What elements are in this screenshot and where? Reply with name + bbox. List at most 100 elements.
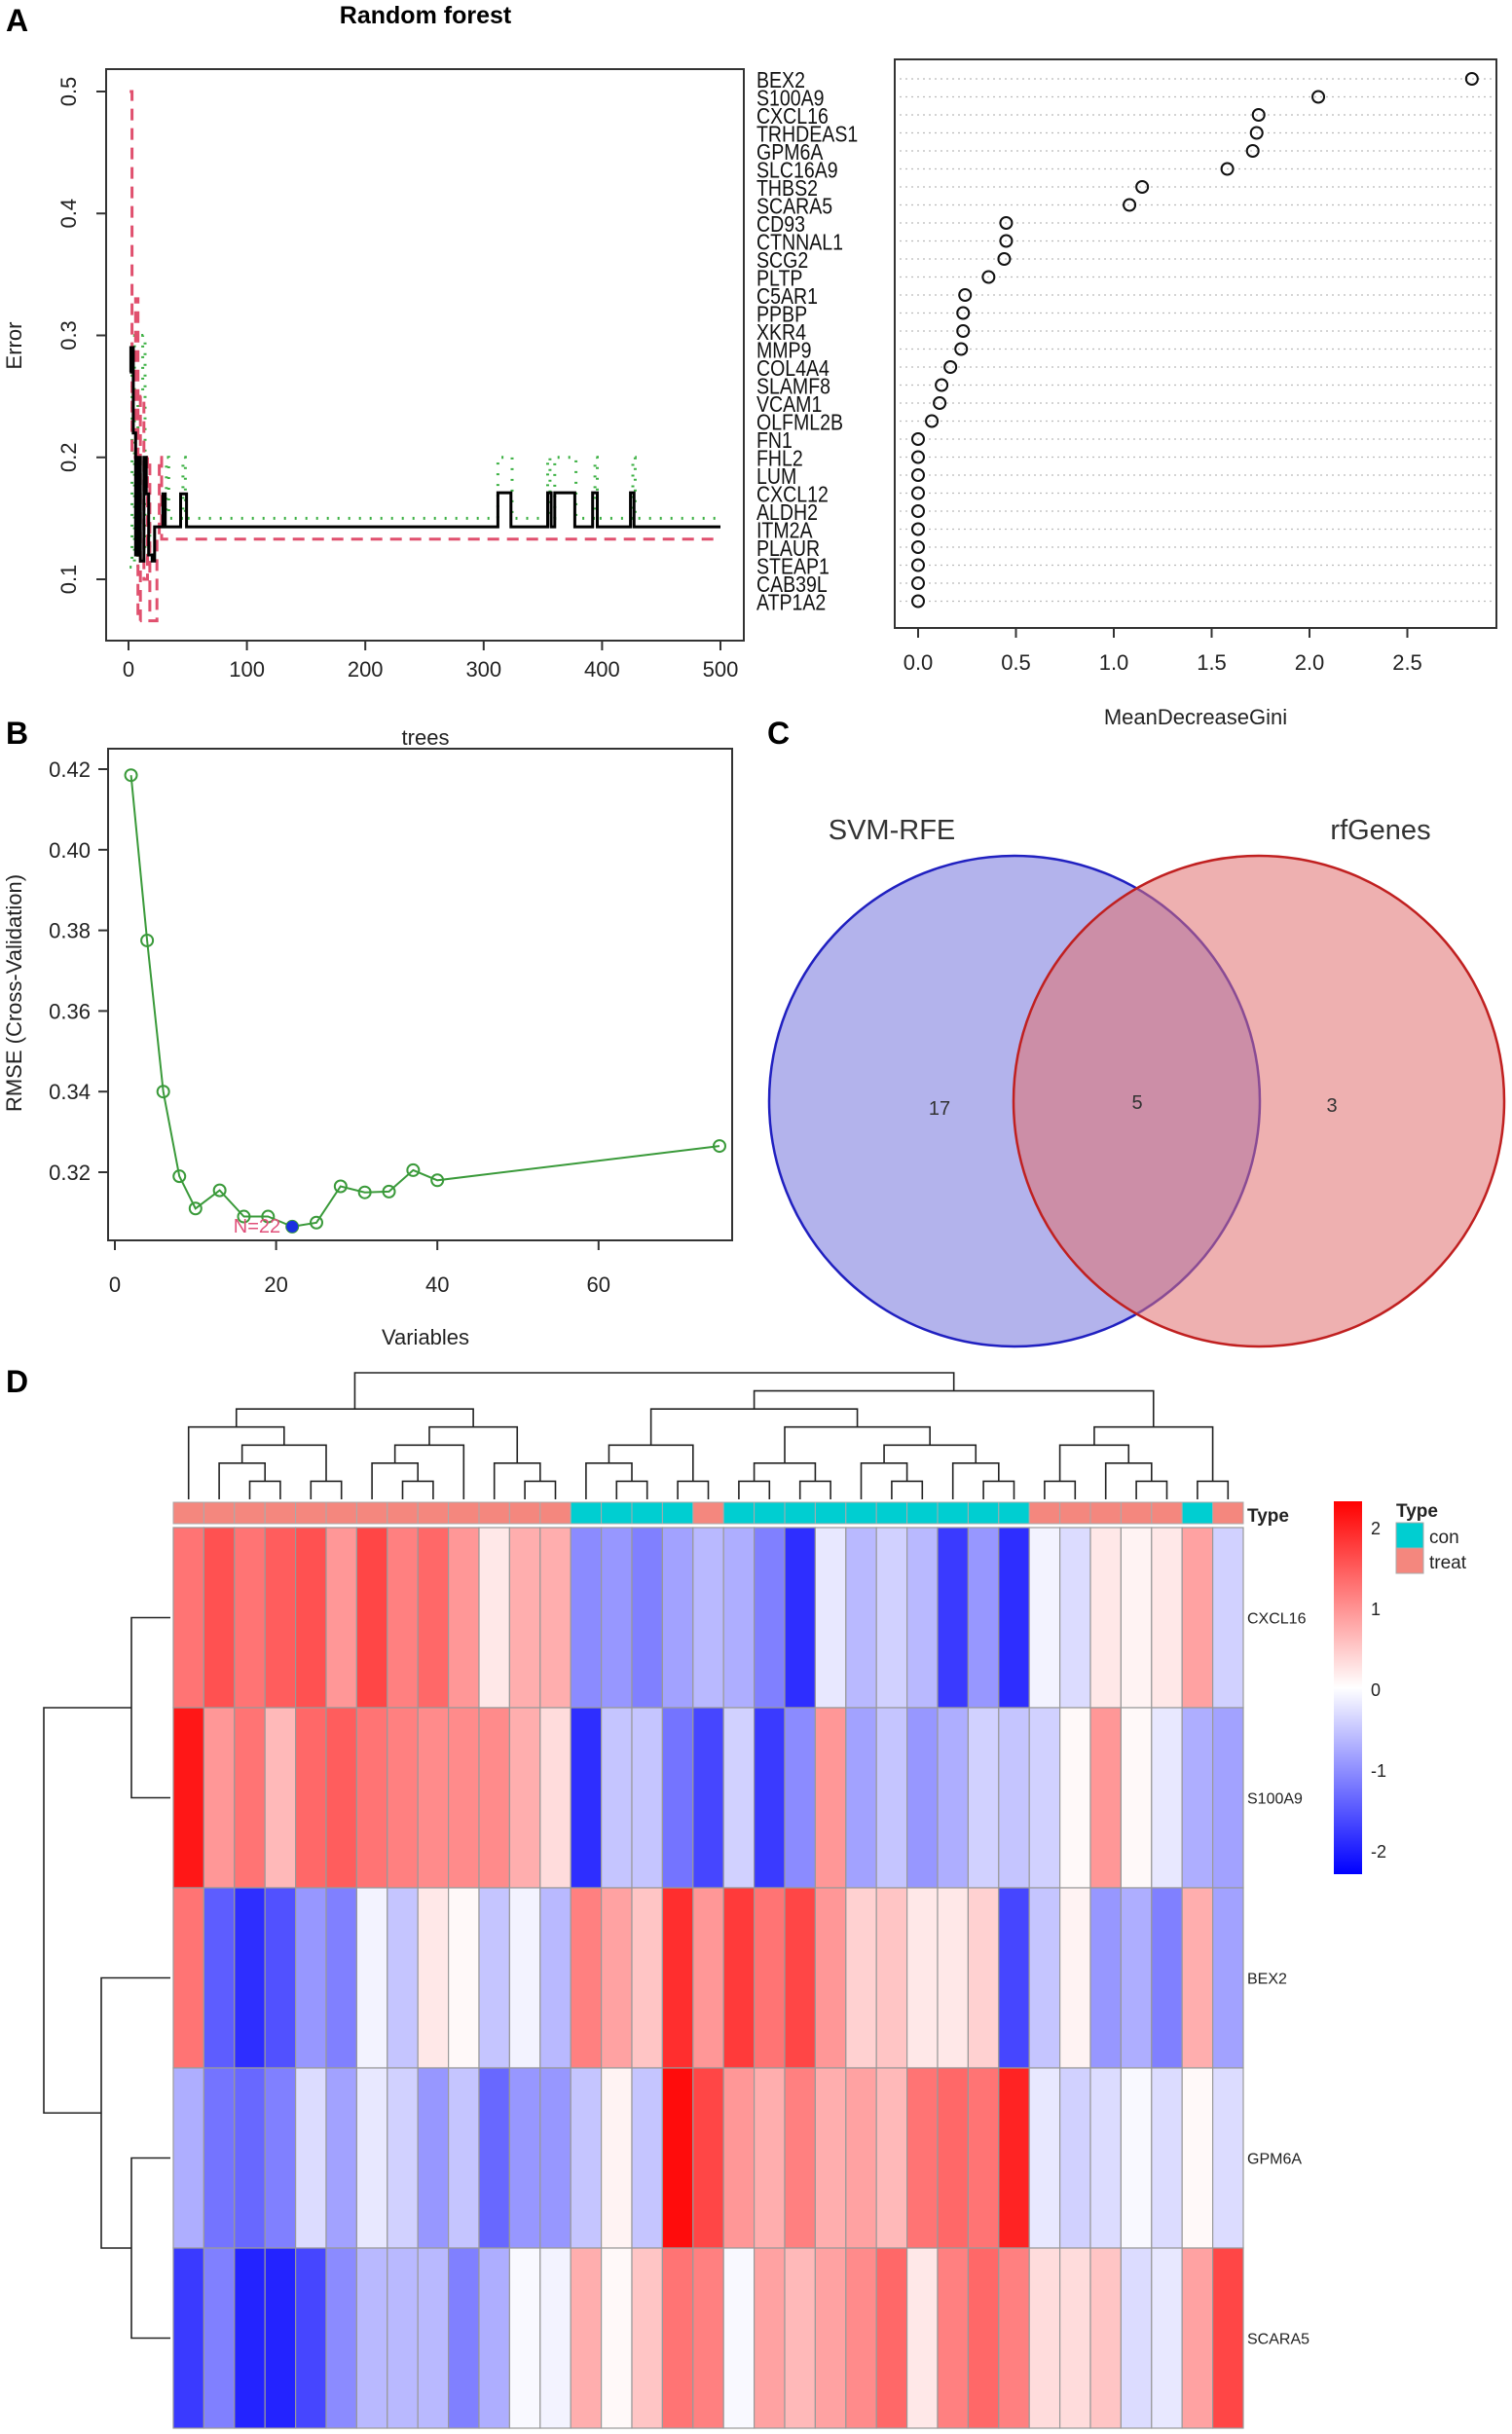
heatmap-cell (508, 1887, 541, 2069)
heatmap-cell (600, 1527, 633, 1709)
row-dendrogram-branch (100, 1976, 170, 2249)
column-dendrogram-branch (677, 1480, 710, 1499)
type-annotation-cell (661, 1501, 694, 1525)
heatmap-cell (387, 2067, 419, 2249)
heatmap-cell (937, 2067, 969, 2249)
heatmap-cell (295, 2067, 327, 2249)
row-dendrogram-branch (43, 1707, 131, 2115)
heatmap-cell (845, 2247, 877, 2429)
rf-ytick-label: 0.2 (56, 442, 81, 472)
heatmap-cell (387, 1527, 419, 1709)
heatmap-cell (1151, 2247, 1183, 2429)
column-dendrogram-branch (1104, 1462, 1153, 1499)
heatmap-cell (448, 1707, 480, 1889)
heatmap-cell (1089, 1527, 1122, 1709)
type-annotation-cell (172, 1501, 204, 1525)
heatmap-cell (508, 1707, 541, 1889)
venn-count-intersection: 5 (1131, 1092, 1142, 1114)
heatmap-cell (600, 2247, 633, 2429)
colorbar-tick-label: 0 (1371, 1680, 1381, 1700)
type-annotation-cell (1089, 1501, 1122, 1525)
heatmap-cell (1058, 1707, 1091, 1889)
rfe-point (406, 1162, 421, 1177)
type-annotation-cell (784, 1501, 816, 1525)
heatmap-cell (478, 1707, 510, 1889)
rfe-xtick-label: 20 (264, 1272, 287, 1297)
heatmap-cell (692, 1707, 724, 1889)
heatmap-cell (631, 1527, 663, 1709)
heatmap-cell (448, 2247, 480, 2429)
column-dendrogram-branch (798, 1480, 831, 1499)
column-dendrogram-branch (951, 1462, 1000, 1499)
heatmap-cell (570, 1887, 603, 2069)
gini-gene-label: VCAM1 (756, 392, 822, 418)
rf-series-con (129, 334, 720, 569)
column-dendrogram-branch (585, 1462, 633, 1499)
heatmap-cell (814, 1707, 847, 1889)
column-dendrogram-branch (738, 1480, 771, 1499)
heatmap-cell (1028, 2067, 1061, 2249)
rfe-ytick-label: 0.34 (49, 1080, 91, 1104)
heatmap-cell (355, 1527, 388, 1709)
gini-point (911, 504, 925, 518)
panel-label-b: B (6, 716, 28, 751)
heatmap-cell (264, 1887, 297, 2069)
heatmap-cell (325, 1527, 357, 1709)
gini-point (911, 468, 925, 482)
gini-gene-label: CD93 (756, 212, 805, 238)
heatmap-cell (937, 1887, 969, 2069)
heatmap-cell (1089, 1887, 1122, 2069)
rfe-ylabel: RMSE (Cross-Validation) (2, 874, 26, 1112)
heatmap-cell (203, 1527, 236, 1709)
gini-point (911, 576, 925, 590)
heatmap-cell (600, 1707, 633, 1889)
gini-gene-label: STEAP1 (756, 554, 830, 579)
heatmap-cell (1151, 1887, 1183, 2069)
heatmap-cell (1089, 2067, 1122, 2249)
type-annotation-cell (1028, 1501, 1061, 1525)
gini-gene-label: CXCL12 (756, 482, 829, 507)
rf-plot-frame (105, 68, 745, 642)
gini-point (911, 486, 925, 500)
type-annotation-cell (234, 1501, 266, 1525)
panel-label-a: A (6, 3, 28, 38)
gini-point (943, 360, 958, 374)
heatmap-cell (234, 1887, 266, 2069)
type-annotation-cell (1212, 1501, 1244, 1525)
type-annotation-cell (1151, 1501, 1183, 1525)
gini-xtick-label: 1.0 (1099, 650, 1129, 675)
heatmap-cell (753, 2247, 786, 2429)
rfe-point (237, 1209, 251, 1224)
gini-gene-label: FHL2 (756, 446, 803, 471)
heatmap-cell (1089, 1707, 1122, 1889)
heatmap-cell (448, 1887, 480, 2069)
rfe-point (261, 1209, 276, 1224)
heatmap-cell (295, 2247, 327, 2429)
heatmap-cell (967, 1527, 1000, 1709)
column-dendrogram-branch (860, 1462, 908, 1499)
rfe-point (212, 1183, 227, 1198)
heatmap-cell (417, 1887, 450, 2069)
type-annotation-cell (417, 1501, 450, 1525)
heatmap-cell (1181, 1707, 1214, 1889)
rfe-xtick-label: 60 (587, 1272, 610, 1297)
column-dendrogram-branch (1135, 1480, 1168, 1499)
gini-gene-label: XKR4 (756, 320, 806, 346)
gini-point (1249, 126, 1264, 140)
heatmap-cell (234, 2247, 266, 2429)
rf-xlabel: trees (402, 725, 450, 750)
heatmap-cell (570, 2247, 603, 2429)
rfe-rmse-plot: Variables RMSE (Cross-Validation) 0 20 40 6… (2, 748, 733, 1349)
heatmap-cell (998, 2247, 1030, 2429)
rfe-point (333, 1179, 348, 1194)
venn-count-left: 17 (929, 1098, 950, 1120)
gini-point (999, 216, 1014, 230)
heatmap-cell (722, 1707, 756, 1889)
heatmap-cell (1151, 1527, 1183, 1709)
colorbar-tick-label: -1 (1371, 1761, 1386, 1781)
rf-series-oob (129, 346, 720, 563)
column-dendrogram-branch (982, 1480, 1015, 1499)
gini-gene-label: SLC16A9 (756, 158, 838, 183)
venn-diagram: SVM-RFE rfGenes 17 5 3 (767, 815, 1506, 1348)
heatmap-cell (1151, 2067, 1183, 2249)
